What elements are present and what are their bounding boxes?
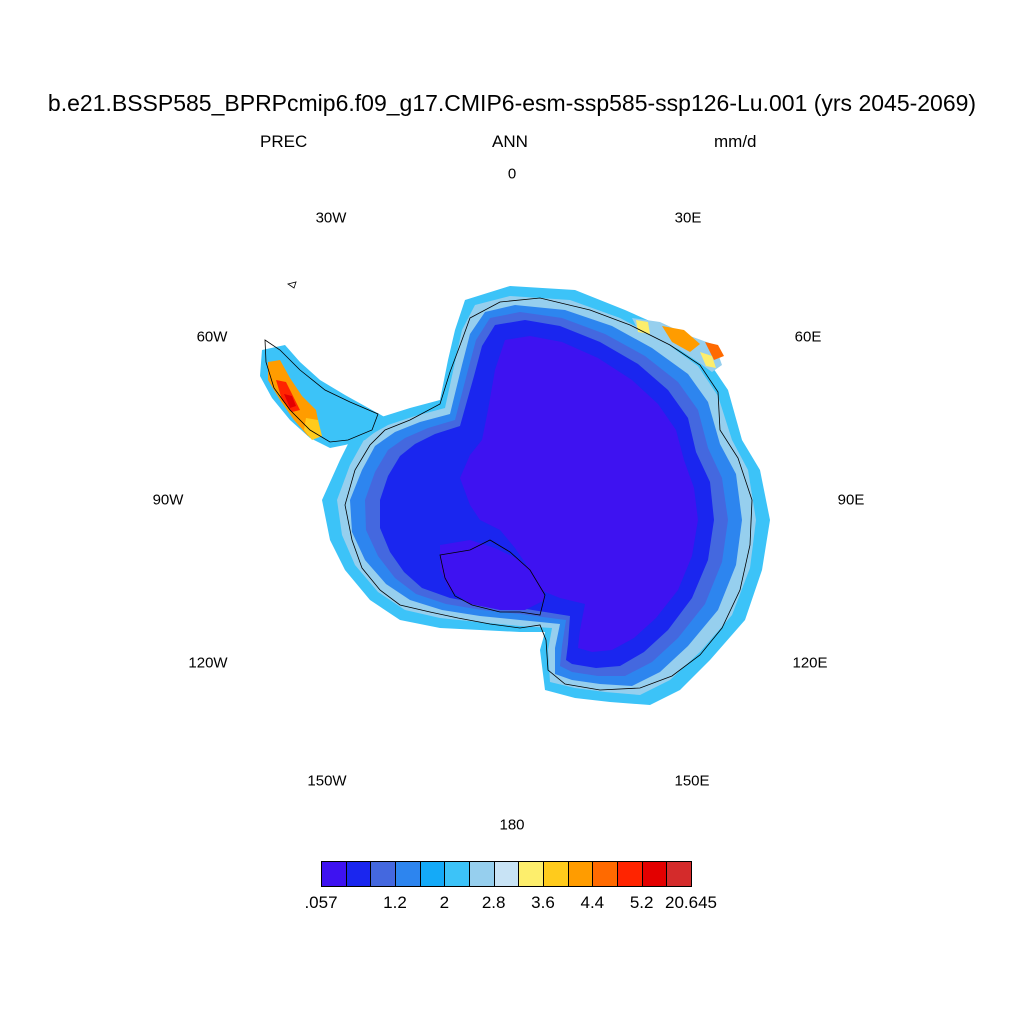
colorbar-swatch [345, 861, 372, 887]
units-label: mm/d [714, 132, 757, 151]
colorbar-label: 4.4 [580, 893, 605, 912]
lon-label-120e: 120E [792, 654, 828, 672]
colorbar-swatch [592, 861, 618, 887]
lon-label-150w: 150W [307, 772, 347, 790]
variable-label: PREC [260, 132, 308, 151]
coastline [264, 281, 753, 691]
colorbar-swatch [444, 861, 470, 887]
plot-title: b.e21.BSSP585_BPRPcmip6.f09_g17.CMIP6-es… [47, 90, 977, 116]
lon-label-60w: 60W [196, 328, 228, 346]
east-coast-high-precip [632, 318, 724, 372]
colorbar-swatch [666, 861, 692, 887]
lon-label-90w: 90W [152, 491, 184, 509]
colorbar-label: 5.2 [629, 893, 654, 912]
colorbar-swatch [641, 861, 668, 887]
colorbar-label: .057 [304, 893, 338, 912]
colorbar-label: 1.2 [383, 893, 407, 912]
colorbar-label: 20.645 [665, 893, 717, 912]
lon-label-60e: 60E [794, 328, 822, 346]
colorbar-swatch [419, 861, 446, 887]
colorbar-swatch [321, 861, 347, 887]
colorbar-swatch [493, 861, 520, 887]
lon-label-180: 180 [499, 816, 525, 834]
antarctic-peninsula [260, 345, 390, 448]
colorbar-swatch [617, 861, 643, 887]
colorbar-label: 3.6 [531, 893, 555, 912]
lon-label-90e: 90E [837, 491, 865, 509]
colorbar-label: 2.8 [481, 893, 506, 912]
lon-label-0: 0 [507, 165, 517, 183]
colorbar-label: 2 [439, 893, 450, 912]
colorbar-swatch [370, 861, 396, 887]
lon-label-120w: 120W [188, 654, 228, 672]
colorbar-swatch [567, 861, 594, 887]
lon-label-30w: 30W [315, 209, 347, 227]
season-label: ANN [492, 132, 528, 151]
colorbar-swatch [469, 861, 495, 887]
lon-label-150e: 150E [674, 772, 710, 790]
colorbar-swatch [518, 861, 544, 887]
colorbar-swatch [395, 861, 421, 887]
lon-label-30e: 30E [674, 209, 702, 227]
colorbar-swatch [543, 861, 569, 887]
interior-plateau [380, 320, 714, 668]
